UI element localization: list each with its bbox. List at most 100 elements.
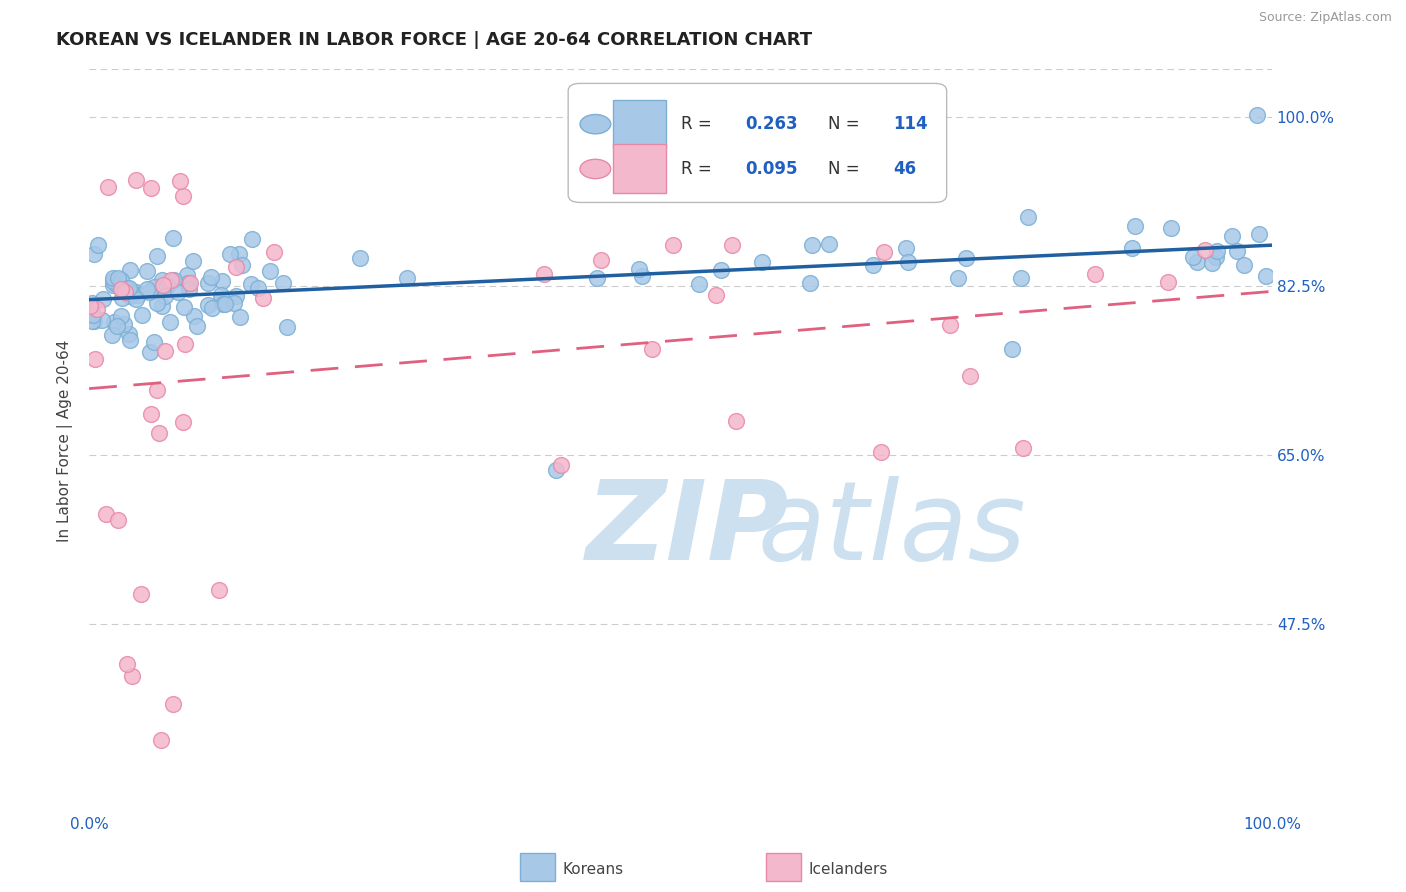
Point [240, 277, 263, 292]
Text: atlas: atlas [758, 476, 1026, 583]
Point [104, 277, 127, 291]
Point [1084, 267, 1107, 281]
Point [87, 237, 110, 252]
Point [955, 251, 977, 265]
Point [1233, 258, 1256, 272]
Point [1017, 210, 1039, 224]
Point [101, 327, 124, 342]
Point [91, 312, 114, 326]
Bar [613, 145, 666, 193]
Text: R =: R = [681, 115, 717, 133]
Point [117, 326, 139, 341]
Point [139, 181, 162, 195]
Point [1123, 219, 1146, 234]
Point [146, 296, 169, 310]
Point [862, 258, 884, 272]
Point [818, 237, 841, 252]
Point [219, 246, 242, 260]
Point [135, 264, 157, 278]
Point [138, 285, 160, 300]
Point [173, 300, 195, 314]
Point [176, 268, 198, 282]
Point [627, 262, 650, 277]
Point [229, 310, 252, 324]
Point [117, 280, 139, 294]
Point [148, 426, 170, 441]
Point [1182, 250, 1205, 264]
Bar [613, 100, 666, 148]
Point [83, 314, 105, 328]
Point [143, 280, 166, 294]
Point [152, 277, 174, 292]
Point [101, 277, 124, 292]
Point [181, 254, 204, 268]
Text: 114: 114 [893, 115, 928, 133]
Point [662, 237, 685, 252]
Point [872, 245, 894, 260]
Point [177, 276, 200, 290]
Point [80, 301, 103, 315]
Point [131, 308, 153, 322]
Point [1201, 256, 1223, 270]
Point [139, 345, 162, 359]
Text: 0.263: 0.263 [745, 115, 799, 133]
Point [395, 271, 418, 285]
Point [263, 245, 285, 260]
Point [939, 318, 962, 332]
Point [103, 315, 125, 329]
Point [80, 299, 103, 313]
Point [271, 276, 294, 290]
Point [118, 281, 141, 295]
Point [173, 336, 195, 351]
Point [197, 298, 219, 312]
Point [110, 309, 132, 323]
Point [1187, 254, 1209, 268]
Point [704, 287, 727, 301]
Point [162, 231, 184, 245]
Point [200, 270, 222, 285]
Point [115, 657, 138, 671]
Point [1247, 227, 1270, 242]
Point [118, 289, 141, 303]
Point [91, 292, 114, 306]
Point [1001, 342, 1024, 356]
Point [1246, 108, 1268, 122]
Point [152, 300, 174, 314]
Point [105, 319, 128, 334]
Point [125, 285, 148, 300]
Point [550, 458, 572, 473]
Point [172, 416, 194, 430]
Point [94, 507, 117, 521]
Point [110, 281, 132, 295]
Point [240, 232, 263, 246]
Point [143, 334, 166, 349]
Point [1226, 244, 1249, 258]
Point [225, 260, 247, 274]
Point [546, 462, 568, 476]
Point [207, 583, 229, 598]
Point [111, 291, 134, 305]
Text: ZIP: ZIP [586, 476, 789, 583]
Point [1220, 228, 1243, 243]
Point [631, 268, 654, 283]
Point [209, 288, 232, 302]
Point [224, 295, 246, 310]
Point [159, 315, 181, 329]
Point [186, 319, 208, 334]
Point [80, 295, 103, 310]
Circle shape [581, 114, 610, 134]
Point [1194, 244, 1216, 258]
Point [259, 264, 281, 278]
Point [228, 247, 250, 261]
Point [101, 271, 124, 285]
Point [197, 277, 219, 291]
Point [946, 271, 969, 285]
Point [82, 308, 104, 322]
Point [179, 283, 201, 297]
Point [1010, 271, 1032, 285]
Point [166, 285, 188, 299]
Point [1160, 221, 1182, 235]
Point [246, 281, 269, 295]
Text: Icelanders: Icelanders [808, 862, 887, 877]
Point [82, 307, 104, 321]
